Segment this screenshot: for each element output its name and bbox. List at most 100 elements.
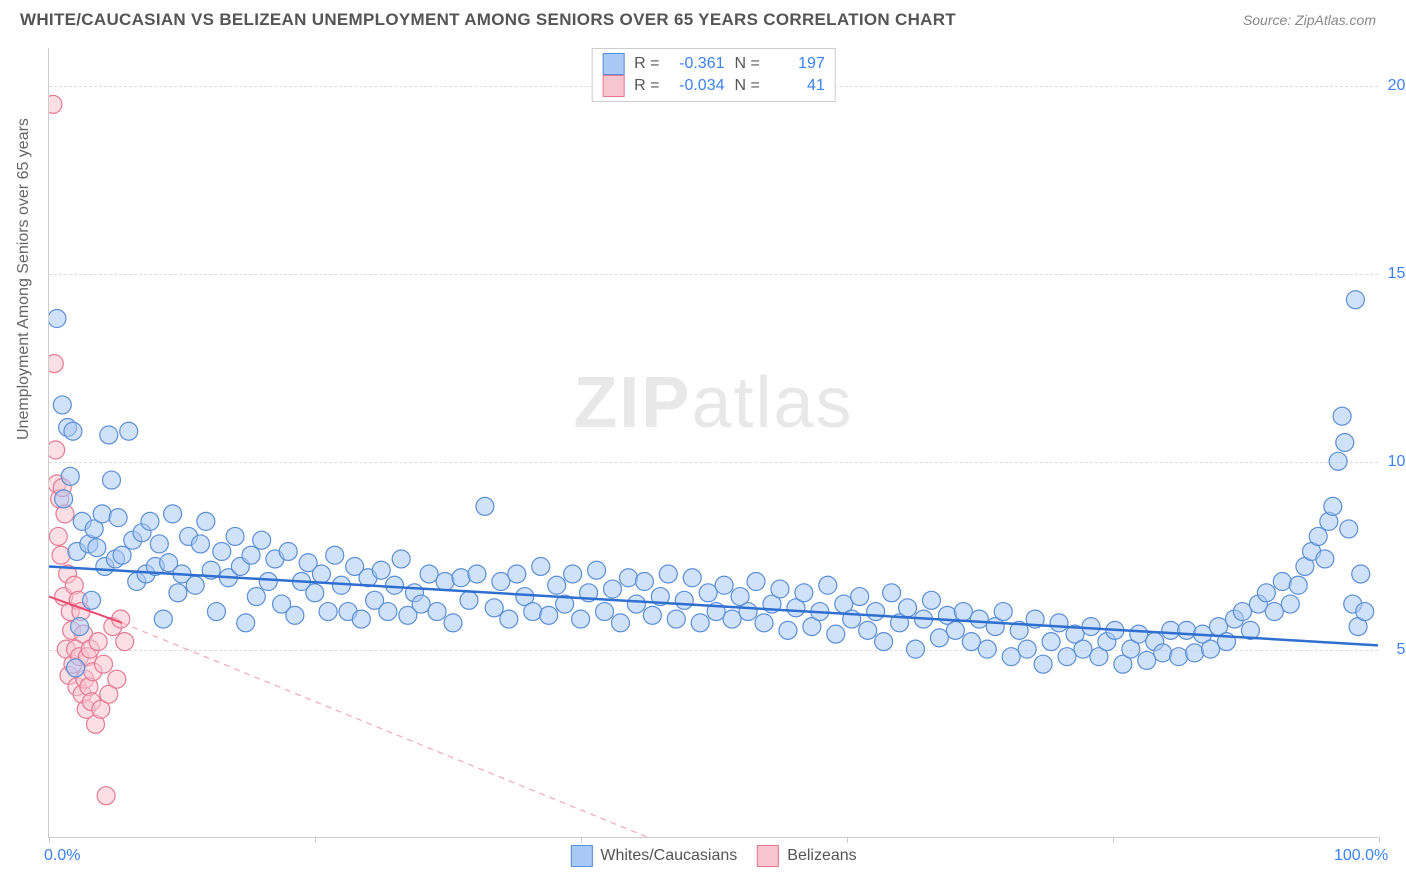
- data-point-whites: [71, 618, 89, 636]
- chart-title: WHITE/CAUCASIAN VS BELIZEAN UNEMPLOYMENT…: [20, 10, 956, 30]
- data-point-whites: [1340, 520, 1358, 538]
- data-point-whites: [540, 606, 558, 624]
- data-point-whites: [524, 603, 542, 621]
- x-tick: [1379, 837, 1380, 843]
- data-point-whites: [1138, 651, 1156, 669]
- data-point-whites: [237, 614, 255, 632]
- data-point-whites: [667, 610, 685, 628]
- header: WHITE/CAUCASIAN VS BELIZEAN UNEMPLOYMENT…: [0, 0, 1406, 35]
- data-point-whites: [827, 625, 845, 643]
- data-point-whites: [1018, 640, 1036, 658]
- data-point-whites: [691, 614, 709, 632]
- data-point-whites: [611, 614, 629, 632]
- data-point-whites: [319, 603, 337, 621]
- data-point-whites: [100, 426, 118, 444]
- data-point-whites: [279, 542, 297, 560]
- data-point-whites: [627, 595, 645, 613]
- data-point-whites: [379, 603, 397, 621]
- data-point-whites: [922, 591, 940, 609]
- x-tick-label: 0.0%: [44, 847, 80, 865]
- data-point-whites: [675, 591, 693, 609]
- legend-swatch: [602, 53, 624, 75]
- data-point-belizeans: [89, 633, 107, 651]
- data-point-whites: [93, 505, 111, 523]
- data-point-whites: [485, 599, 503, 617]
- data-point-whites: [588, 561, 606, 579]
- data-point-whites: [851, 588, 869, 606]
- data-point-whites: [1324, 497, 1342, 515]
- legend-swatch: [570, 845, 592, 867]
- data-point-whites: [907, 640, 925, 658]
- data-point-belizeans: [97, 787, 115, 805]
- data-point-whites: [1233, 603, 1251, 621]
- data-point-whites: [88, 539, 106, 557]
- data-point-whites: [1170, 648, 1188, 666]
- data-point-whites: [875, 633, 893, 651]
- data-point-whites: [1058, 648, 1076, 666]
- r-label: R =: [634, 77, 659, 95]
- y-tick-label: 10.0%: [1388, 453, 1406, 471]
- data-point-belizeans: [94, 655, 112, 673]
- data-point-whites: [444, 614, 462, 632]
- data-point-whites: [352, 610, 370, 628]
- data-point-whites: [53, 396, 71, 414]
- data-point-whites: [739, 603, 757, 621]
- r-label: R =: [634, 55, 659, 73]
- data-point-whites: [1289, 576, 1307, 594]
- data-point-belizeans: [108, 670, 126, 688]
- y-tick-label: 15.0%: [1388, 265, 1406, 283]
- data-point-whites: [386, 576, 404, 594]
- data-point-whites: [1202, 640, 1220, 658]
- legend-label: Belizeans: [787, 847, 856, 865]
- trend-line-whites: [49, 566, 1378, 645]
- data-point-whites: [102, 471, 120, 489]
- data-point-whites: [1336, 434, 1354, 452]
- data-point-whites: [492, 573, 510, 591]
- data-point-whites: [113, 546, 131, 564]
- data-point-whites: [83, 591, 101, 609]
- data-point-whites: [1352, 565, 1370, 583]
- data-point-whites: [899, 599, 917, 617]
- data-point-whites: [1316, 550, 1334, 568]
- data-point-whites: [312, 565, 330, 583]
- data-point-whites: [867, 603, 885, 621]
- y-axis-label: Unemployment Among Seniors over 65 years: [15, 118, 33, 440]
- data-point-whites: [476, 497, 494, 515]
- data-point-whites: [715, 576, 733, 594]
- data-point-whites: [207, 603, 225, 621]
- data-point-whites: [532, 557, 550, 575]
- x-tick: [581, 837, 582, 843]
- data-point-whites: [699, 584, 717, 602]
- data-point-whites: [859, 621, 877, 639]
- data-point-whites: [1178, 621, 1196, 639]
- legend-item: Whites/Caucasians: [570, 845, 737, 867]
- data-point-whites: [1074, 640, 1092, 658]
- data-point-whites: [1309, 527, 1327, 545]
- legend-label: Whites/Caucasians: [600, 847, 737, 865]
- data-point-belizeans: [49, 441, 65, 459]
- data-point-whites: [247, 588, 265, 606]
- data-point-whites: [1346, 291, 1364, 309]
- plot-area: ZIPatlas R = -0.361 N = 197 R = -0.034 N…: [48, 48, 1378, 838]
- data-point-whites: [500, 610, 518, 628]
- x-tick: [1113, 837, 1114, 843]
- data-point-whites: [61, 467, 79, 485]
- data-point-whites: [946, 621, 964, 639]
- x-tick: [315, 837, 316, 843]
- r-value: -0.034: [670, 77, 725, 95]
- data-point-whites: [1273, 573, 1291, 591]
- legend-row: R = -0.361 N = 197: [602, 53, 825, 75]
- data-point-whites: [412, 595, 430, 613]
- data-point-whites: [954, 603, 972, 621]
- data-point-belizeans: [116, 633, 134, 651]
- data-point-whites: [1333, 407, 1351, 425]
- data-point-whites: [930, 629, 948, 647]
- data-point-whites: [286, 606, 304, 624]
- data-point-whites: [109, 509, 127, 527]
- data-point-belizeans: [49, 527, 67, 545]
- x-tick-label: 100.0%: [1334, 847, 1388, 865]
- data-point-whites: [436, 573, 454, 591]
- data-point-whites: [548, 576, 566, 594]
- data-point-whites: [164, 505, 182, 523]
- data-point-belizeans: [52, 546, 70, 564]
